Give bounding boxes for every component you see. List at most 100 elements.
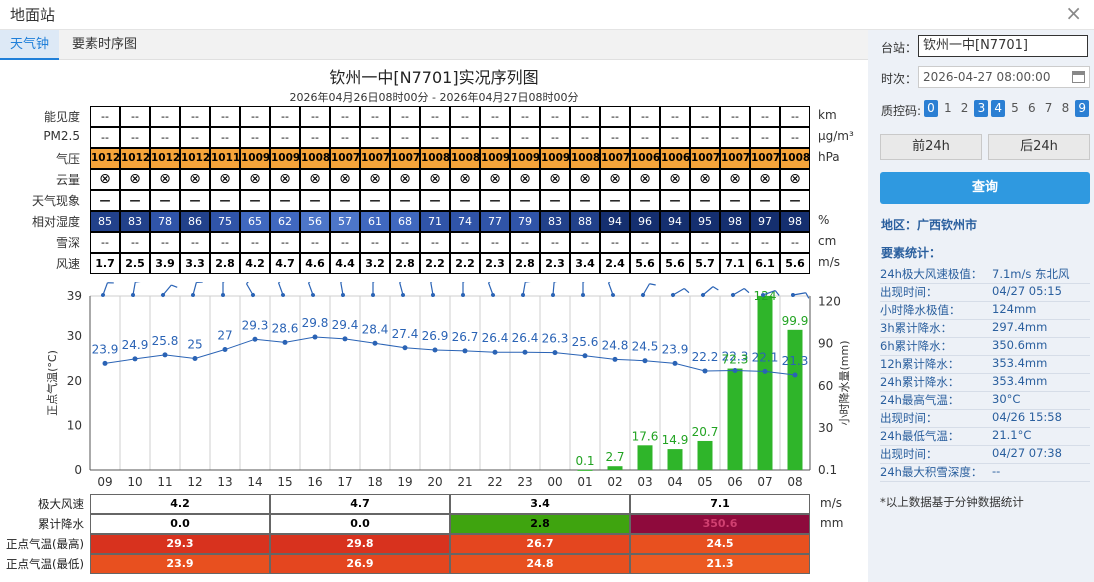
stat-key: 6h累计降水：: [880, 339, 953, 353]
table-cell: —: [450, 190, 480, 211]
wind-barb: [461, 282, 465, 297]
table-cell: 1012: [120, 148, 150, 169]
table-cell: 4.4: [330, 253, 360, 274]
temperature-label: 29.4: [332, 318, 359, 332]
table-cell: —: [300, 190, 330, 211]
summary-cell: 350.6: [630, 514, 810, 534]
table-cell: --: [330, 106, 360, 127]
table-cell: 75: [210, 211, 240, 232]
table-cell: 1008: [570, 148, 600, 169]
table-cell: 94: [660, 211, 690, 232]
table-cell: ⊗: [120, 169, 150, 190]
wind-barb: [761, 289, 780, 297]
table-cell: --: [210, 232, 240, 253]
table-cell: 1009: [480, 148, 510, 169]
table-cell: 97: [750, 211, 780, 232]
table-cell: --: [660, 127, 690, 148]
table-cell: --: [690, 232, 720, 253]
row-label: 雪深: [55, 236, 80, 250]
stat-key: 小时降水极值：: [880, 303, 961, 317]
table-cell: --: [120, 232, 150, 253]
table-cell: —: [210, 190, 240, 211]
query-sidebar: 台站： 钦州一中[N7701] 时次： 2026-04-27 08:00:00 …: [868, 30, 1094, 582]
table-cell: ⊗: [600, 169, 630, 190]
table-cell: —: [540, 190, 570, 211]
table-cell: --: [180, 127, 210, 148]
table-cell: ⊗: [630, 169, 660, 190]
tab-weather-clock[interactable]: 天气钟: [0, 30, 60, 60]
table-cell: —: [360, 190, 390, 211]
table-cell: --: [330, 127, 360, 148]
time-input[interactable]: 2026-04-27 08:00:00: [918, 66, 1090, 88]
qc-label: 质控码:: [881, 104, 922, 118]
calendar-icon[interactable]: [1072, 71, 1085, 83]
table-cell: 79: [510, 211, 540, 232]
qc-code-4[interactable]: 4: [991, 100, 1006, 117]
wind-barb: [791, 292, 810, 299]
stat-value: 04/27 07:38: [992, 446, 1062, 460]
precip-bar: [667, 449, 683, 470]
qc-code-2[interactable]: 2: [960, 101, 969, 115]
table-cell: ⊗: [780, 169, 810, 190]
temperature-label: 27.4: [392, 327, 419, 341]
table-cell: 5.6: [780, 253, 810, 274]
x-tick-label: 11: [157, 475, 172, 489]
qc-code-9[interactable]: 9: [1075, 100, 1090, 117]
y-tick-label: 20: [67, 374, 82, 388]
table-cell: 1007: [750, 148, 780, 169]
temperature-point: [792, 372, 798, 378]
table-cell: --: [150, 232, 180, 253]
summary-cell: 4.2: [90, 494, 270, 514]
y-tick-label: 39: [67, 289, 82, 303]
qc-code-3[interactable]: 3: [974, 100, 989, 117]
table-cell: 65: [240, 211, 270, 232]
table-cell: 2.2: [450, 253, 480, 274]
temperature-label: 28.4: [362, 322, 389, 336]
temperature-label: 26.4: [482, 331, 509, 345]
table-cell: --: [90, 232, 120, 253]
summary-cell: 3.4: [450, 494, 630, 514]
table-cell: 98: [780, 211, 810, 232]
qc-code-6[interactable]: 6: [1027, 101, 1036, 115]
table-cell: --: [300, 106, 330, 127]
temperature-label: 21.3: [782, 354, 809, 368]
station-label: 台站：: [881, 41, 918, 55]
qc-code-0[interactable]: 0: [924, 100, 938, 117]
precip-bar: [757, 296, 773, 470]
qc-code-7[interactable]: 7: [1044, 101, 1053, 115]
table-cell: 1007: [360, 148, 390, 169]
temperature-point: [432, 347, 438, 353]
table-cell: --: [600, 106, 630, 127]
wind-barb: [487, 282, 495, 297]
y2-tick-label: 0.1: [818, 463, 837, 477]
y2-axis-title: 小时降水量(mm): [837, 340, 851, 425]
temperature-point: [582, 353, 588, 359]
tab-element-timeseries[interactable]: 要素时序图: [72, 37, 138, 52]
station-input[interactable]: 钦州一中[N7701]: [918, 35, 1088, 57]
query-button[interactable]: 查询: [880, 172, 1090, 204]
table-cell: 68: [390, 211, 420, 232]
wind-barb: [731, 287, 750, 297]
table-cell: —: [720, 190, 750, 211]
prev-24h-button[interactable]: 前24h: [880, 134, 982, 160]
qc-code-5[interactable]: 5: [1011, 101, 1019, 115]
x-tick-label: 07: [757, 475, 772, 489]
stat-value: 353.4mm: [992, 374, 1048, 388]
qc-code-8[interactable]: 8: [1061, 101, 1070, 115]
next-24h-button[interactable]: 后24h: [988, 134, 1090, 160]
x-tick-label: 12: [187, 475, 202, 489]
close-icon[interactable]: ×: [1065, 1, 1082, 25]
wind-barb: [221, 282, 225, 297]
temperature-label: 28.6: [272, 321, 299, 335]
summary-label: 累计降水: [38, 517, 84, 531]
table-cell: —: [90, 190, 120, 211]
table-cell: --: [390, 106, 420, 127]
temperature-label: 25.8: [152, 334, 179, 348]
x-tick-label: 06: [727, 475, 742, 489]
table-cell: --: [300, 232, 330, 253]
table-cell: 2.4: [600, 253, 630, 274]
temperature-point: [462, 348, 468, 354]
table-cell: —: [120, 190, 150, 211]
stat-row: 出现时间： 04/27 05:15: [880, 284, 1090, 302]
qc-code-1[interactable]: 1: [943, 101, 952, 115]
